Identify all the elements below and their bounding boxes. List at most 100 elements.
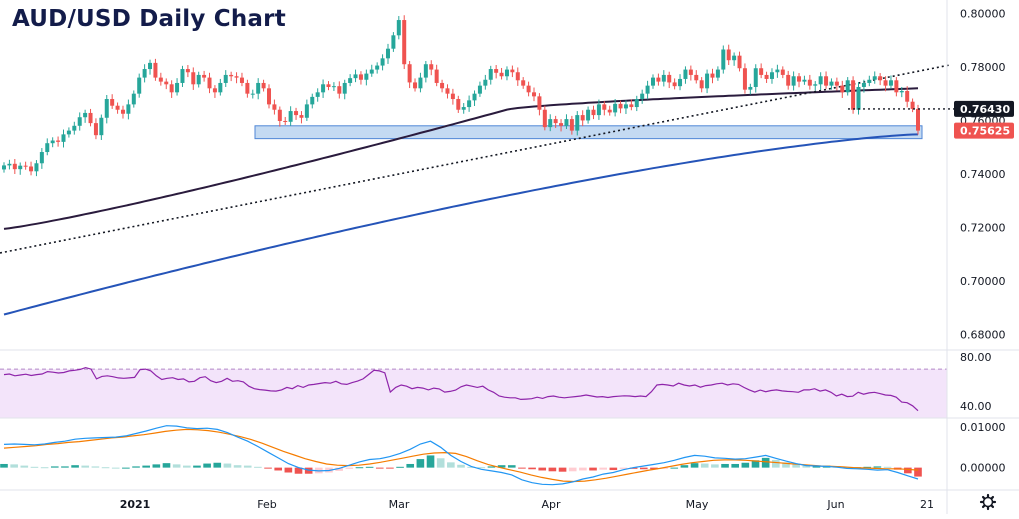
candle bbox=[899, 86, 904, 98]
candle-body bbox=[12, 163, 17, 170]
candle-body bbox=[34, 163, 39, 172]
macd-histogram-bar bbox=[20, 465, 29, 468]
candle bbox=[283, 116, 288, 125]
macd-histogram-bar bbox=[914, 467, 922, 477]
candle-body bbox=[423, 64, 428, 78]
candle bbox=[396, 16, 401, 40]
macd-histogram-bar bbox=[751, 460, 760, 468]
candle bbox=[380, 54, 385, 71]
candle bbox=[45, 138, 50, 156]
rsi-y-tick-label: 40.00 bbox=[960, 400, 992, 413]
candle bbox=[153, 58, 158, 81]
candle bbox=[780, 66, 785, 79]
candle-body bbox=[629, 104, 634, 108]
candle bbox=[483, 74, 488, 90]
macd-histogram-bar bbox=[579, 467, 587, 471]
candle bbox=[440, 79, 445, 93]
candle bbox=[456, 95, 461, 113]
candle bbox=[288, 106, 293, 126]
candle bbox=[110, 94, 115, 109]
macd-histogram-bar bbox=[132, 466, 140, 468]
candle bbox=[115, 102, 120, 114]
candle-body bbox=[737, 55, 742, 69]
candle bbox=[596, 99, 601, 120]
trendline bbox=[0, 63, 952, 254]
candle bbox=[299, 111, 304, 124]
candle-body bbox=[461, 107, 466, 110]
candle bbox=[364, 69, 369, 86]
gear-icon[interactable] bbox=[979, 493, 997, 511]
candle bbox=[77, 112, 82, 131]
candle-body bbox=[602, 104, 607, 110]
candle bbox=[521, 77, 526, 89]
macd-histogram-bar bbox=[223, 463, 232, 468]
candle bbox=[888, 75, 893, 89]
candle-body bbox=[596, 104, 601, 116]
candle-body bbox=[72, 125, 77, 131]
macd-histogram-bar bbox=[71, 465, 79, 468]
candle-body bbox=[267, 88, 272, 105]
candle-body bbox=[802, 79, 807, 82]
candle-body bbox=[726, 49, 731, 61]
candle bbox=[148, 59, 153, 75]
macd-histogram-bar bbox=[792, 464, 800, 468]
candle bbox=[2, 162, 6, 173]
macd-histogram-bar bbox=[812, 465, 821, 468]
macd-line bbox=[3, 425, 919, 486]
candle bbox=[72, 121, 77, 135]
rsi-line bbox=[3, 366, 919, 412]
candle bbox=[369, 64, 374, 77]
candle-body bbox=[667, 74, 672, 83]
candle bbox=[375, 62, 380, 74]
macd-histogram-bar bbox=[152, 464, 161, 468]
macd-histogram-bar bbox=[436, 458, 445, 468]
candle-body bbox=[256, 82, 261, 94]
candle bbox=[467, 95, 472, 112]
macd-histogram-bar bbox=[274, 467, 283, 471]
candle-body bbox=[294, 111, 299, 116]
candle-body bbox=[272, 104, 277, 110]
candle-body bbox=[99, 117, 104, 136]
candle-body bbox=[56, 140, 61, 142]
candle-body bbox=[315, 92, 320, 97]
candle-body bbox=[807, 79, 812, 86]
candle-body bbox=[385, 48, 390, 59]
candle-body bbox=[304, 104, 309, 118]
macd-histogram-bar bbox=[254, 466, 262, 468]
candle-body bbox=[488, 69, 493, 80]
macd-signal-line bbox=[3, 428, 919, 483]
candle-body bbox=[445, 88, 450, 94]
candle bbox=[34, 160, 39, 177]
candle-body bbox=[899, 90, 904, 93]
candle bbox=[737, 51, 742, 72]
candle-body bbox=[23, 165, 28, 167]
macd-histogram-bar bbox=[457, 464, 465, 468]
candle bbox=[272, 99, 277, 115]
macd-histogram-bar bbox=[609, 467, 618, 471]
macd-histogram-bar bbox=[507, 465, 516, 468]
macd-histogram-bar bbox=[538, 467, 547, 471]
candle bbox=[537, 93, 542, 116]
candle-body bbox=[364, 73, 369, 80]
candle-body bbox=[861, 82, 866, 87]
candle bbox=[391, 32, 396, 52]
candle bbox=[223, 70, 228, 87]
candle bbox=[180, 65, 185, 87]
candle-body bbox=[88, 112, 93, 124]
candle bbox=[732, 52, 737, 66]
macd-histogram-bar bbox=[426, 455, 435, 468]
candle-body bbox=[494, 69, 499, 73]
macd-histogram-bar bbox=[558, 467, 567, 472]
candle-body bbox=[477, 85, 482, 94]
candle bbox=[650, 74, 655, 89]
macd-histogram-bar bbox=[345, 467, 354, 469]
candle bbox=[326, 81, 331, 91]
macd-histogram-bar bbox=[284, 467, 293, 473]
candle-body bbox=[2, 165, 6, 170]
candle bbox=[331, 82, 336, 91]
candle-body bbox=[196, 74, 201, 85]
candle-body bbox=[7, 163, 12, 166]
candle-body bbox=[483, 79, 488, 86]
